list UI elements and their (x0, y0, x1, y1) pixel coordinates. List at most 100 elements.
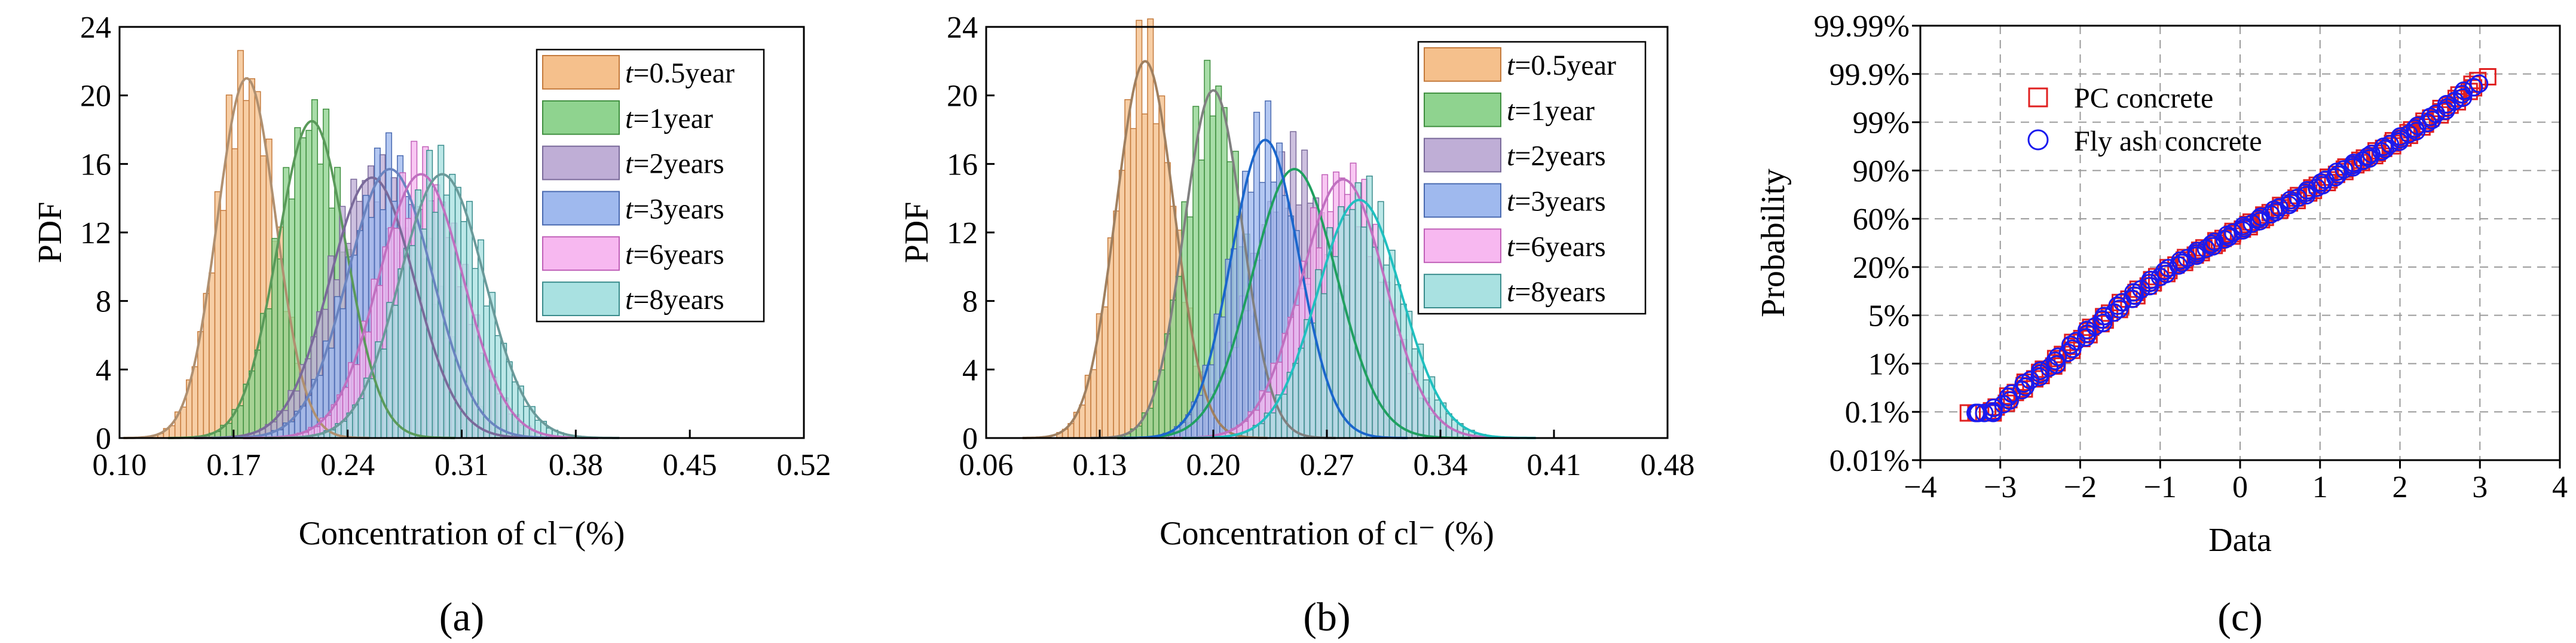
x-tick-label: −1 (2144, 470, 2177, 504)
density-curve (1165, 178, 1520, 439)
legend-label-value: =0.5year (1515, 50, 1616, 81)
x-tick-label: 0.52 (777, 448, 831, 482)
histogram-bar (438, 145, 445, 439)
x-tick-label: 1 (2312, 470, 2328, 504)
histogram-bar (1102, 306, 1109, 439)
histogram-bar (380, 348, 387, 439)
x-axis-label: Concentration of cl⁻(%) (299, 515, 625, 552)
y-tick-label: 16 (947, 148, 978, 182)
data-point (2406, 119, 2425, 138)
data-point (1975, 403, 1994, 422)
panel-b: 0.06 0.13 0.20 0.27 0.34 0.41 0.48 0 4 8 12 16 20 24 C… (898, 11, 1695, 639)
legend-label: t=6years (625, 238, 724, 270)
data-point (2281, 191, 2300, 210)
y-tick-label: 16 (80, 148, 111, 182)
histogram-bar (512, 381, 519, 439)
y-tick-label: 8 (962, 285, 978, 319)
legend-swatch (1424, 47, 1501, 82)
histogram-bar (209, 272, 216, 439)
x-tick-label: 0.17 (206, 448, 261, 482)
x-tick-label: 0.41 (1527, 448, 1581, 482)
legend-label: t=1year (625, 103, 713, 134)
density-curve (1117, 167, 1471, 439)
histogram-bar (1130, 128, 1137, 439)
legend-swatch (542, 100, 620, 135)
y-tick-label: 0.1% (1845, 396, 1910, 430)
panel-label: (c) (2217, 594, 2262, 639)
legend-swatch (542, 145, 620, 180)
histogram-bar (1422, 379, 1430, 439)
density-curve (1022, 60, 1268, 439)
data-point (2249, 209, 2268, 228)
legend-swatch (1424, 228, 1501, 264)
x-axis-label: Concentration of cl⁻ (%) (1159, 515, 1494, 552)
legend-label: t=0.5year (1507, 50, 1616, 81)
y-tick-label: 12 (947, 216, 978, 250)
y-axis-label: PDF (32, 202, 69, 264)
data-point (2223, 223, 2242, 242)
legend-swatch (1424, 137, 1501, 173)
legend-label-value: =1year (633, 103, 713, 134)
x-tick-label: 0.10 (93, 448, 147, 482)
legend-label: t=8years (625, 284, 724, 316)
legend-label-t: t (1507, 231, 1516, 262)
data-point (2454, 81, 2473, 100)
data-point (1984, 398, 2003, 417)
x-tick-label: 0.06 (959, 448, 1014, 482)
x-tick-label: 0.31 (435, 448, 489, 482)
legend-label-t: t (625, 193, 634, 225)
x-tick-label: −3 (1984, 470, 2017, 504)
legend-box (1417, 41, 1647, 315)
legend-label: t=2years (1507, 140, 1606, 172)
legend-label: t=8years (1507, 276, 1606, 308)
y-tick-label: 12 (80, 216, 111, 250)
y-tick-label: 8 (96, 285, 111, 319)
x-tick-label: 0.45 (663, 448, 717, 482)
data-point (2358, 147, 2378, 166)
data-point (2048, 347, 2067, 366)
histogram-bar (1258, 423, 1265, 439)
histogram-bar (472, 268, 479, 439)
legend-label: t=3years (625, 193, 724, 225)
histogram-bar (1292, 363, 1299, 439)
histogram-bar (254, 349, 261, 439)
data-point (2464, 78, 2483, 97)
panel-label: (b) (1303, 594, 1350, 639)
data-point (2470, 74, 2489, 93)
legend-label-t: t (625, 148, 634, 180)
histogram-bar (460, 221, 467, 439)
legend-label-t: t (1507, 276, 1516, 308)
histogram-bar (1090, 369, 1097, 439)
legend-box (536, 48, 765, 323)
histogram-bar (1388, 249, 1396, 439)
y-tick-label: 5% (1868, 299, 1910, 333)
x-tick-label: 0.20 (1186, 448, 1241, 482)
density-curve (243, 173, 598, 439)
x-tick-label: −2 (2064, 470, 2097, 504)
legend-marker-circle (2027, 129, 2049, 151)
series-t=8years (312, 145, 576, 439)
histogram-bar (1124, 99, 1131, 439)
data-point (2376, 140, 2395, 159)
histogram-bar (500, 342, 507, 439)
legend-label: t=6years (1507, 231, 1606, 262)
histogram-bar (220, 210, 227, 439)
x-tick-label: 4 (2552, 470, 2568, 504)
histogram-bar (180, 406, 187, 439)
histogram-bar (466, 201, 473, 439)
legend-swatch (1424, 92, 1501, 127)
y-tick-label: 0 (962, 422, 978, 456)
density-curve (1122, 139, 1408, 439)
legend-label-t: t (625, 57, 634, 89)
histogram-bar (1298, 347, 1305, 439)
series-Fly ash concrete (1966, 74, 2489, 422)
legend-swatch (542, 281, 620, 316)
legend-label-value: =6years (1515, 231, 1605, 262)
legend-label-value: =1year (1515, 95, 1595, 127)
data-point (2031, 361, 2050, 380)
density-curve (194, 176, 550, 439)
histogram-bar (248, 370, 256, 439)
histogram-bar (1411, 348, 1418, 439)
histogram-bar (426, 149, 433, 439)
histogram-bar (1253, 112, 1261, 439)
